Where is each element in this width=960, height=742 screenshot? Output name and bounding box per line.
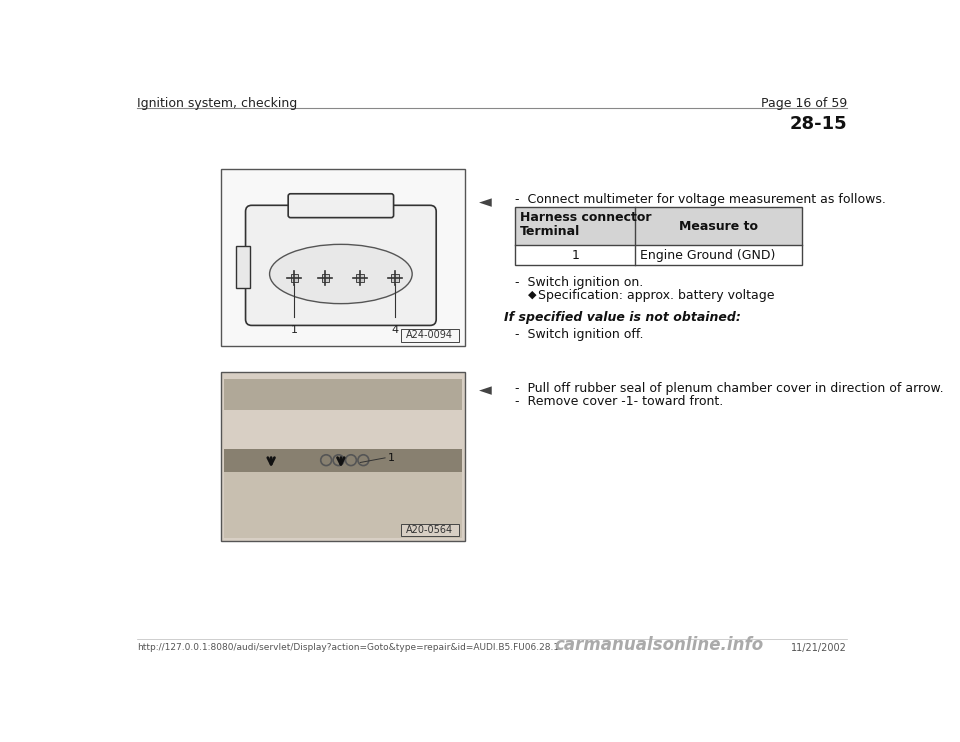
Bar — [224, 472, 462, 538]
Text: ◄: ◄ — [479, 193, 492, 211]
Bar — [516, 207, 802, 246]
Text: Specification: approx. battery voltage: Specification: approx. battery voltage — [539, 289, 775, 302]
Text: If specified value is not obtained:: If specified value is not obtained: — [504, 311, 740, 324]
Bar — [291, 275, 299, 282]
Text: -  Switch ignition on.: - Switch ignition on. — [516, 276, 643, 289]
Text: Engine Ground (GND): Engine Ground (GND) — [640, 249, 776, 262]
Text: carmanualsonline.info: carmanualsonline.info — [554, 636, 763, 654]
Text: -  Pull off rubber seal of plenum chamber cover in direction of arrow.: - Pull off rubber seal of plenum chamber… — [516, 381, 944, 395]
Text: ◆: ◆ — [528, 289, 536, 299]
Text: -  Switch ignition off.: - Switch ignition off. — [516, 328, 644, 341]
Bar — [400, 524, 459, 536]
Ellipse shape — [270, 244, 412, 303]
Text: 1: 1 — [291, 325, 298, 335]
Text: 1: 1 — [571, 249, 579, 262]
Bar — [322, 275, 329, 282]
FancyBboxPatch shape — [246, 206, 436, 326]
Bar — [516, 207, 802, 266]
Text: 28-15: 28-15 — [789, 115, 847, 134]
Bar — [221, 372, 465, 541]
Text: 1: 1 — [388, 453, 395, 463]
FancyBboxPatch shape — [288, 194, 394, 217]
Bar — [392, 275, 399, 282]
Text: Ignition system, checking: Ignition system, checking — [137, 96, 298, 110]
Bar — [400, 329, 459, 341]
Text: -  Remove cover -1- toward front.: - Remove cover -1- toward front. — [516, 395, 724, 408]
Text: Terminal: Terminal — [520, 226, 580, 238]
Text: Page 16 of 59: Page 16 of 59 — [760, 96, 847, 110]
Bar — [221, 169, 465, 347]
Text: http://127.0.0.1:8080/audi/servlet/Display?action=Goto&type=repair&id=AUDI.B5.FU: http://127.0.0.1:8080/audi/servlet/Displ… — [137, 643, 559, 652]
Bar — [236, 246, 251, 289]
Bar — [356, 275, 364, 282]
Text: 4: 4 — [392, 325, 398, 335]
Text: 11/21/2002: 11/21/2002 — [791, 643, 847, 654]
Text: Measure to: Measure to — [679, 220, 758, 232]
Text: A24-0094: A24-0094 — [406, 330, 453, 341]
Text: ◄: ◄ — [479, 381, 492, 400]
Text: Harness connector: Harness connector — [520, 211, 652, 223]
Bar — [224, 449, 462, 472]
Text: -  Connect multimeter for voltage measurement as follows.: - Connect multimeter for voltage measure… — [516, 193, 886, 206]
Text: A20-0564: A20-0564 — [406, 525, 453, 535]
Bar — [224, 379, 462, 410]
